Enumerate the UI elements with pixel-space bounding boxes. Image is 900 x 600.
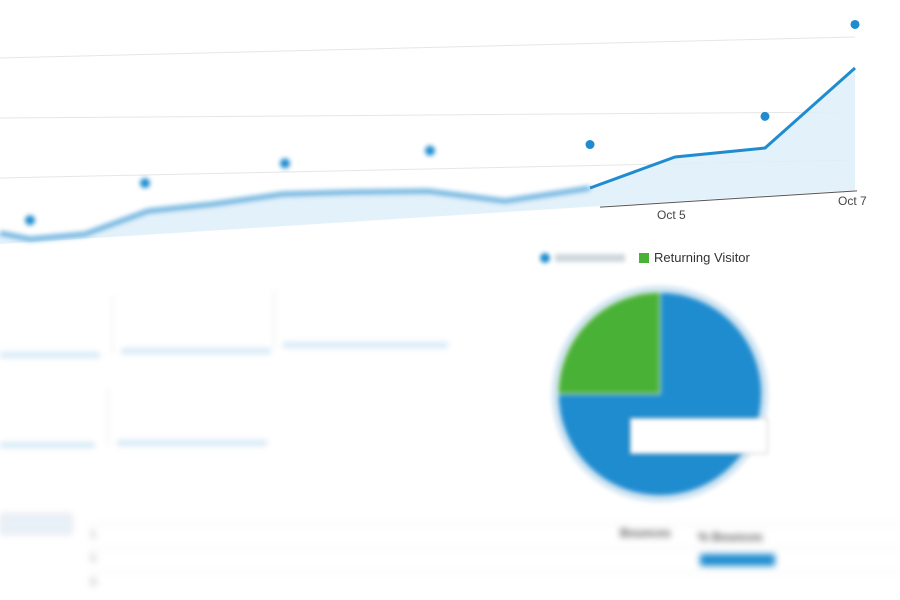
gridline-2 — [0, 111, 856, 119]
pie-tooltip — [630, 418, 768, 454]
data-point-4 — [425, 145, 435, 156]
table-search-input[interactable] — [0, 514, 72, 534]
x-axis-baseline — [599, 190, 858, 208]
data-point-7 — [850, 19, 860, 29]
legend-swatch-green — [639, 252, 649, 263]
table-header-first — [112, 502, 115, 516]
legend-item-returning-visitor: Returning Visitor — [639, 250, 750, 265]
pie-legend: Returning Visitor — [540, 250, 750, 265]
series-line — [589, 66, 856, 190]
metric-card-5 — [108, 388, 267, 446]
visitor-pie-chart — [552, 286, 768, 502]
data-table: Bounces % Bounces 1. 2. 3. — [0, 490, 900, 600]
metric-card-1 — [0, 300, 100, 358]
table-header-pct-bounces: % Bounces — [698, 530, 763, 544]
pie-slice-label — [592, 330, 595, 340]
table-header-bounces: Bounces — [620, 526, 671, 540]
data-point-1 — [25, 215, 35, 226]
pie-slice-returning-visitor[interactable] — [557, 291, 661, 395]
data-point-3 — [280, 158, 290, 169]
table-row[interactable]: 3. — [90, 572, 900, 595]
legend-swatch-blue — [540, 252, 550, 263]
data-point-6 — [760, 111, 770, 121]
x-tick-oct-5: Oct 5 — [657, 208, 686, 222]
legend-label-returning-visitor: Returning Visitor — [654, 250, 750, 265]
sessions-line-chart — [0, 19, 860, 244]
table-row[interactable]: 2. — [90, 548, 900, 571]
series-area-fill — [0, 68, 855, 244]
legend-item-new-visitor — [540, 252, 625, 263]
table-row[interactable]: 1. — [90, 524, 900, 547]
x-tick-oct-7: Oct 7 — [838, 194, 867, 208]
gridline-1 — [0, 36, 856, 59]
data-point-2 — [140, 178, 150, 189]
metric-card-3 — [274, 290, 448, 348]
series-line-blurred — [0, 185, 591, 242]
metric-card-4 — [0, 390, 95, 448]
metric-card-2 — [112, 296, 271, 354]
data-point-5 — [585, 140, 595, 150]
